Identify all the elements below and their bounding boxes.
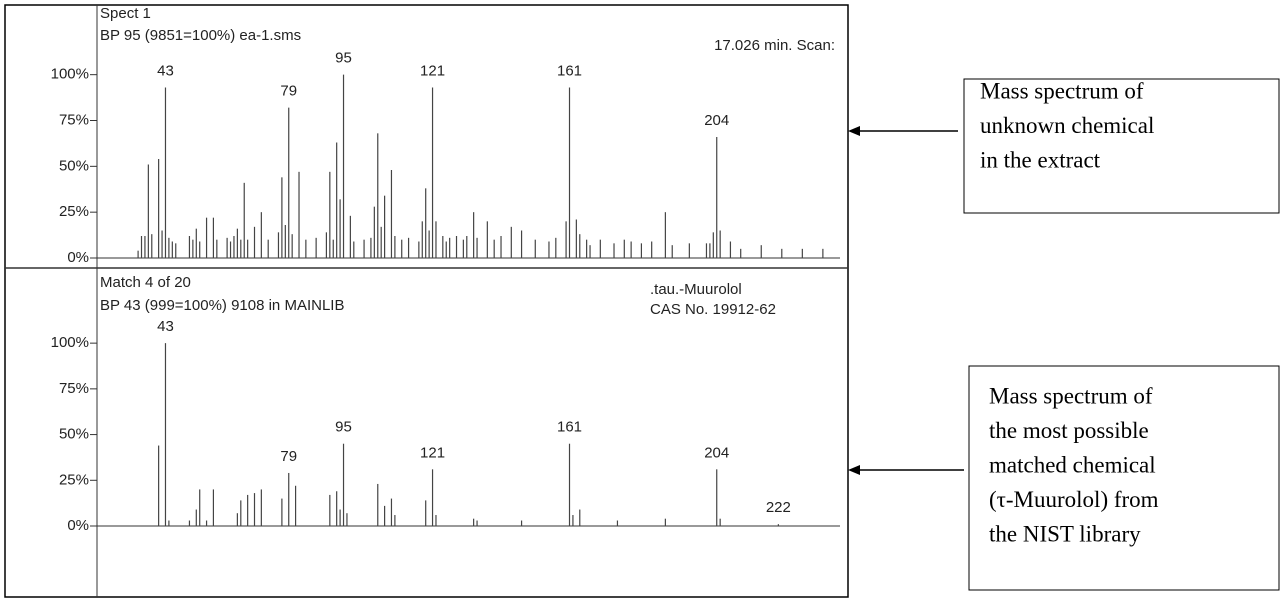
- y-tick-label: 0%: [67, 249, 89, 266]
- peak-label: 79: [280, 448, 297, 465]
- annotation: BP 43 (999=100%) 9108 in MAINLIB: [100, 297, 344, 314]
- annotation: 17.026 min. Scan:: [714, 37, 835, 54]
- peak-label: 95: [335, 419, 352, 436]
- arrow-head: [848, 126, 860, 136]
- y-tick-label: 50%: [59, 426, 89, 443]
- peak-label: 121: [420, 444, 445, 461]
- peak-label: 121: [420, 62, 445, 79]
- peak-label: 222: [766, 499, 791, 516]
- peak-label: 204: [704, 444, 729, 461]
- annotation: .tau.-Muurolol: [650, 281, 742, 298]
- callout-box: [968, 365, 1280, 591]
- y-tick-label: 100%: [51, 66, 89, 83]
- peak-label: 204: [704, 112, 729, 129]
- arrow-head: [848, 465, 860, 475]
- callout-text: matched chemical: [989, 452, 1156, 477]
- annotation: BP 95 (9851=100%) ea-1.sms: [100, 27, 301, 44]
- peak-label: 43: [157, 318, 174, 335]
- callout-text: the NIST library: [989, 521, 1141, 546]
- annotation: Match 4 of 20: [100, 274, 191, 291]
- callout-text: Mass spectrum of: [989, 383, 1153, 408]
- peak-label: 161: [557, 62, 582, 79]
- annotation: Spect 1: [100, 5, 151, 22]
- callout-text: (τ-Muurolol) from: [989, 487, 1159, 512]
- peak-label: 95: [335, 50, 352, 67]
- y-tick-label: 50%: [59, 157, 89, 174]
- peak-label: 43: [157, 62, 174, 79]
- callout-text: unknown chemical: [980, 113, 1154, 138]
- callout-text: in the extract: [980, 147, 1101, 172]
- y-tick-label: 25%: [59, 203, 89, 220]
- callout-text: Mass spectrum of: [980, 78, 1144, 103]
- peak-label: 161: [557, 419, 582, 436]
- callout-box: [963, 78, 1280, 214]
- y-tick-label: 75%: [59, 380, 89, 397]
- y-tick-label: 100%: [51, 334, 89, 351]
- annotation: CAS No. 19912-62: [650, 301, 776, 318]
- callout-text: the most possible: [989, 418, 1149, 443]
- y-tick-label: 75%: [59, 111, 89, 128]
- y-tick-label: 25%: [59, 471, 89, 488]
- y-tick-label: 0%: [67, 517, 89, 534]
- peak-label: 79: [280, 83, 297, 100]
- frame: [4, 4, 849, 598]
